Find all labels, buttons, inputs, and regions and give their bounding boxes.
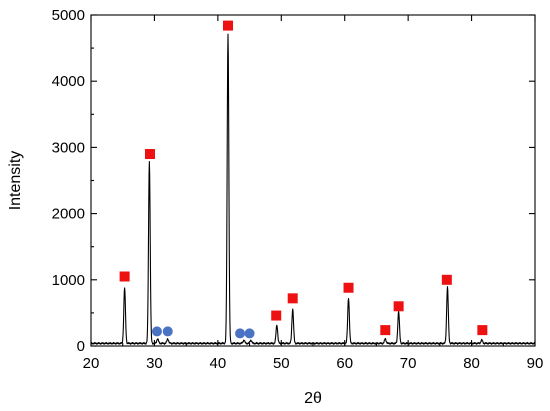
square-marker [144,149,155,160]
square-marker [477,325,488,336]
square-marker [271,310,282,321]
y-tick-label: 5000 [52,7,85,24]
trace-layer [90,33,536,345]
circle-marker [235,328,246,339]
y-tick-label: 4000 [52,73,85,90]
x-tick-label: 80 [463,355,480,372]
xrd-trace-line [90,33,536,345]
square-marker [287,293,298,304]
square-marker [393,301,404,312]
y-axis-title: Intensity [7,151,24,211]
circle-marker [244,328,255,339]
x-tick-label: 30 [146,355,163,372]
circle-marker [162,326,173,337]
axes-layer: 20 30 40 50 60 70 80 90 0 1000 2000 3000 4000 5000 [52,7,544,372]
x-tick-label: 40 [210,355,227,372]
x-tick-label: 60 [336,355,353,372]
square-marker [441,274,452,285]
square-marker [223,20,234,31]
x-tick-label: 50 [273,355,290,372]
x-tick-label: 90 [527,355,544,372]
square-marker [380,325,391,336]
x-tick-label: 20 [83,355,100,372]
y-tick-label: 0 [77,338,85,355]
square-marker [119,271,130,282]
y-tick-label: 1000 [52,272,85,289]
square-marker [343,282,354,293]
y-tick-label: 2000 [52,206,85,223]
circle-marker [151,326,162,337]
plot-frame [90,14,536,347]
y-tick-label: 3000 [52,139,85,156]
x-tick-label: 70 [400,355,417,372]
marker-layer [119,20,488,339]
x-axis-title: 2θ [304,390,322,407]
